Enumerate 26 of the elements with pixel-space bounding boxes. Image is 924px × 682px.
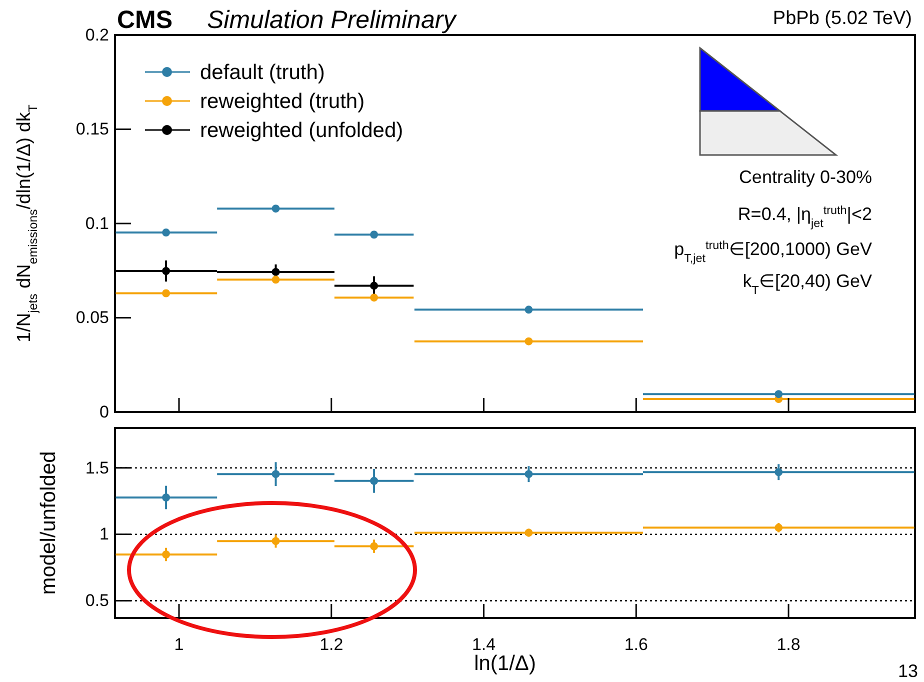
legend-label: reweighted (truth) (200, 90, 365, 113)
legend-label: reweighted (unfolded) (200, 119, 404, 142)
y-tick-label: 0.15 (76, 120, 109, 139)
chart-title: CMS (117, 6, 173, 34)
y-axis-title: model/unfolded (37, 451, 60, 595)
x-tick-label: 1.6 (624, 635, 648, 654)
y-tick-label: 1.5 (85, 458, 109, 478)
x-tick-label: 1.8 (776, 635, 800, 654)
x-tick-label: 1.4 (472, 635, 496, 654)
y-tick-label: 0.2 (85, 25, 109, 44)
legend-label: default (truth) (200, 61, 325, 84)
y-tick-label: 0.1 (85, 214, 109, 233)
y-tick-label: 0.05 (76, 308, 109, 328)
text: 13 (898, 661, 918, 681)
annotation: k$_{T}$∈[20,40) GeV (742, 271, 872, 296)
annotation: p$_{T,jet}$$^{truth}$∈[200,1000) GeV (674, 238, 872, 264)
annotation: R=0.4, |η$_{jet}$$^{truth}$|<2 (738, 204, 872, 230)
chart-subtitle: Simulation Preliminary (207, 6, 458, 34)
y-tick-label: 0.5 (85, 591, 109, 610)
y-tick-label: 1 (100, 524, 109, 544)
x-tick-label: 1.2 (320, 635, 344, 654)
text: PbPb (5.02 TeV) (772, 8, 912, 29)
x-axis-title: ln(1/Δ) (474, 652, 536, 675)
x-tick-label: 1 (174, 635, 184, 654)
annotation: Centrality 0-30% (738, 167, 872, 187)
y-tick-label: 0 (100, 402, 109, 422)
